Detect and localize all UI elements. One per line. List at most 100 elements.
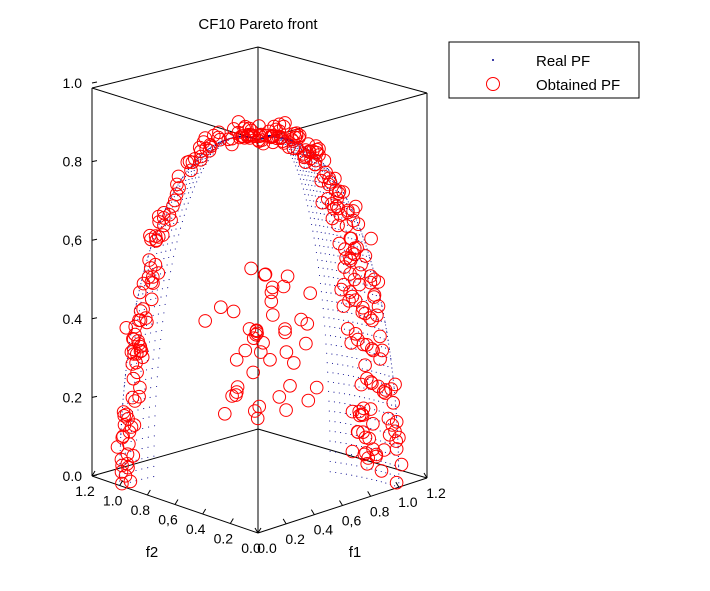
real-pf-point — [332, 181, 334, 183]
real-pf-point — [164, 272, 167, 274]
obtained-pf-point — [286, 134, 300, 148]
obtained-pf-point — [365, 342, 379, 356]
real-pf-point — [196, 181, 198, 183]
real-pf-point — [155, 331, 157, 333]
real-pf-point — [347, 374, 350, 376]
real-pf-point — [332, 381, 335, 384]
real-pf-point — [366, 477, 368, 479]
real-pf-point — [291, 157, 293, 159]
real-pf-point — [371, 478, 373, 480]
real-pf-point — [150, 299, 152, 301]
real-pf-point — [135, 303, 137, 305]
obtained-pf-point — [164, 213, 178, 227]
real-pf-point — [160, 251, 162, 253]
real-pf-point — [217, 142, 219, 144]
real-pf-point — [152, 314, 154, 316]
real-pf-point — [348, 272, 350, 274]
real-pf-point — [370, 261, 372, 263]
obtained-pf-point — [142, 253, 156, 267]
real-pf-point — [323, 225, 325, 227]
real-pf-point — [355, 434, 357, 436]
real-pf-point — [155, 395, 157, 397]
obtained-pf-point — [308, 153, 323, 168]
real-pf-point — [269, 134, 271, 136]
z-tick-label: 0,6 — [63, 232, 83, 248]
real-pf-point — [398, 482, 400, 484]
real-pf-point — [202, 158, 204, 160]
real-pf-point — [379, 337, 381, 339]
real-pf-point — [345, 473, 347, 475]
real-pf-point — [126, 357, 128, 359]
real-pf-point — [161, 329, 163, 332]
real-pf-point — [214, 145, 216, 147]
obtained-pf-point — [352, 404, 367, 419]
obtained-pf-point — [278, 116, 292, 130]
real-pf-point — [166, 264, 168, 266]
real-pf-point — [366, 284, 368, 286]
real-pf-point — [128, 347, 130, 349]
real-pf-point — [334, 240, 336, 243]
obtained-pf-point — [389, 442, 404, 456]
real-pf-point — [124, 373, 127, 376]
real-pf-point — [378, 328, 380, 330]
real-pf-point — [368, 398, 370, 400]
obtained-pf-point — [146, 270, 160, 284]
real-pf-point — [371, 370, 373, 372]
real-pf-point — [364, 291, 366, 293]
real-pf-point — [383, 338, 385, 340]
real-pf-point — [299, 156, 302, 158]
real-pf-point — [171, 217, 173, 219]
z-tick — [91, 395, 98, 398]
real-pf-point — [185, 197, 187, 199]
real-pf-point — [141, 279, 143, 281]
real-pf-point — [196, 162, 198, 164]
real-pf-point — [186, 187, 188, 190]
obtained-pf-point — [166, 199, 180, 213]
real-pf-point — [334, 228, 336, 230]
y-tick-label: 1.2 — [75, 483, 95, 499]
obtained-pf-point — [272, 390, 287, 404]
real-pf-point — [310, 205, 313, 207]
real-pf-point — [192, 182, 194, 184]
real-pf-point — [311, 168, 313, 170]
real-pf-point — [388, 422, 390, 425]
obtained-pf-point — [364, 375, 378, 389]
obtained-pf-point — [130, 347, 144, 361]
real-pf-point — [320, 231, 322, 233]
real-pf-point — [176, 186, 178, 188]
real-pf-point — [331, 300, 333, 303]
real-pf-point — [279, 139, 281, 141]
obtained-pf-point — [264, 130, 278, 145]
real-pf-point — [122, 402, 124, 404]
real-pf-point — [380, 382, 383, 384]
z-tick — [91, 474, 98, 477]
obtained-pf-point — [325, 211, 340, 226]
real-pf-point — [135, 459, 137, 461]
real-pf-point — [335, 345, 337, 347]
real-pf-point — [217, 147, 219, 149]
obtained-pf-point — [287, 356, 301, 370]
real-pf-point — [380, 346, 383, 348]
z-tick-label: 0.0 — [63, 468, 83, 484]
real-pf-point — [137, 293, 140, 295]
real-pf-point — [238, 136, 240, 138]
obtained-pf-point — [358, 306, 372, 321]
real-pf-point — [156, 376, 158, 378]
real-pf-point — [310, 175, 312, 177]
real-pf-point — [332, 277, 334, 279]
real-pf-point — [382, 401, 384, 404]
real-pf-point — [326, 203, 329, 205]
real-pf-point — [345, 303, 347, 305]
real-pf-point — [397, 460, 400, 462]
obtained-pf-point — [371, 379, 386, 394]
real-pf-point — [179, 185, 181, 187]
real-pf-point — [362, 283, 364, 285]
real-pf-point — [303, 178, 305, 181]
real-pf-point — [209, 147, 211, 150]
real-pf-point — [337, 373, 339, 375]
real-pf-point — [207, 148, 209, 150]
real-pf-point — [359, 405, 361, 408]
real-pf-point — [330, 261, 332, 263]
real-pf-point — [121, 414, 123, 416]
real-pf-point — [151, 368, 153, 370]
